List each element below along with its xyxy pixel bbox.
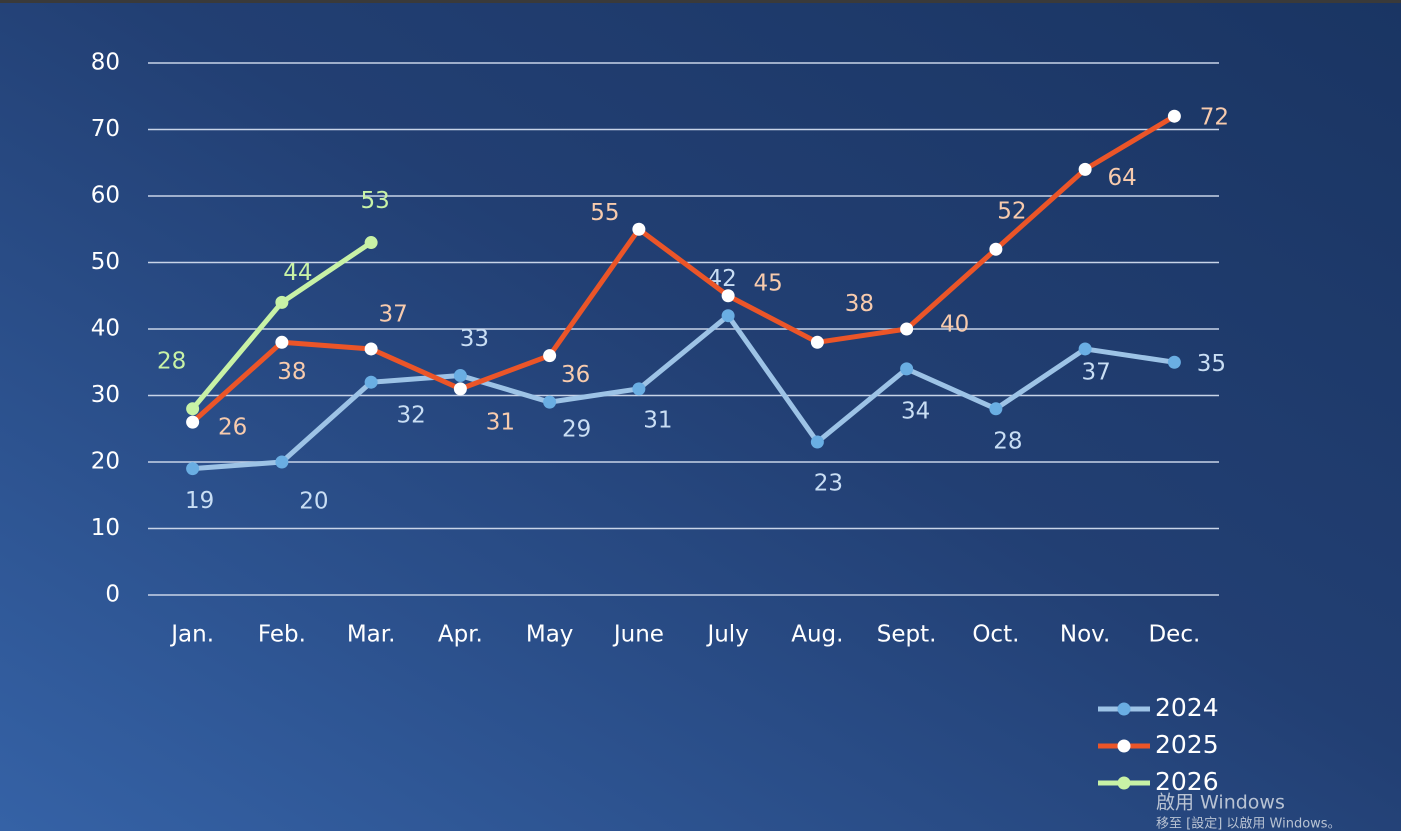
data-point (810, 435, 824, 449)
data-point (900, 362, 914, 376)
watermark-title: 啟用 Windows (1156, 792, 1285, 814)
data-point (275, 335, 289, 349)
data-label: 38 (845, 291, 874, 317)
x-tick-label: Oct. (972, 622, 1019, 648)
data-point (989, 402, 1003, 416)
data-label: 37 (378, 301, 407, 327)
x-tick-label: Aug. (791, 622, 843, 648)
x-tick-label: Jan. (169, 622, 214, 648)
data-label: 64 (1107, 165, 1136, 191)
legend-marker (1117, 702, 1131, 716)
data-point (1167, 109, 1181, 123)
data-label: 72 (1200, 105, 1229, 131)
data-label: 29 (562, 417, 591, 443)
y-tick-label: 20 (91, 449, 120, 475)
data-label: 20 (299, 489, 328, 515)
y-tick-label: 10 (91, 515, 120, 541)
data-point (275, 295, 289, 309)
data-label: 28 (157, 348, 186, 374)
data-point (900, 322, 914, 336)
data-point (543, 395, 557, 409)
legend-marker (1117, 776, 1131, 790)
data-point (721, 309, 735, 323)
data-label: 19 (185, 488, 214, 514)
legend-label: 2025 (1155, 730, 1219, 759)
y-tick-label: 40 (91, 316, 120, 342)
data-label: 36 (561, 362, 590, 388)
watermark-subtitle: 移至 [設定] 以啟用 Windows。 (1156, 816, 1341, 831)
data-label: 45 (753, 270, 782, 296)
legend-label: 2026 (1155, 767, 1219, 796)
y-tick-label: 30 (91, 382, 120, 408)
data-label: 32 (396, 403, 425, 429)
data-label: 26 (218, 415, 247, 441)
x-tick-label: June (612, 622, 664, 648)
data-label: 38 (277, 359, 306, 385)
data-point (186, 462, 200, 476)
data-label: 52 (997, 199, 1026, 225)
data-label: 37 (1081, 359, 1110, 385)
data-point (989, 242, 1003, 256)
data-point (810, 335, 824, 349)
data-label: 23 (814, 471, 843, 497)
data-label: 31 (486, 409, 515, 435)
data-label: 53 (360, 188, 389, 214)
data-point (721, 289, 735, 303)
legend-label: 2024 (1155, 693, 1219, 722)
y-tick-label: 80 (91, 50, 120, 76)
data-point (1078, 162, 1092, 176)
y-tick-label: 50 (91, 249, 120, 275)
data-label: 55 (590, 200, 619, 226)
data-point (453, 382, 467, 396)
data-point (186, 415, 200, 429)
data-point (453, 369, 467, 383)
data-label: 34 (901, 398, 930, 424)
x-tick-label: Nov. (1060, 622, 1110, 648)
data-label: 42 (707, 266, 736, 292)
series-line (192, 313, 1175, 472)
legend-marker (1117, 739, 1131, 753)
x-tick-label: Sept. (877, 622, 937, 648)
x-tick-label: Apr. (438, 622, 483, 648)
data-point (1167, 355, 1181, 369)
y-tick-label: 70 (91, 116, 120, 142)
data-point (632, 222, 646, 236)
data-label: 28 (993, 428, 1022, 454)
data-point (1078, 342, 1092, 356)
data-point (275, 455, 289, 469)
series-line (190, 114, 1176, 424)
data-label: 44 (283, 260, 312, 286)
top-border (0, 0, 1401, 3)
x-tick-label: Feb. (258, 622, 306, 648)
data-point (186, 402, 200, 416)
data-label: 31 (643, 407, 672, 433)
data-point (364, 375, 378, 389)
x-tick-label: Mar. (347, 622, 396, 648)
data-point (632, 382, 646, 396)
x-tick-label: May (526, 622, 574, 648)
x-tick-label: Dec. (1148, 622, 1200, 648)
y-tick-label: 0 (105, 582, 120, 608)
data-point (364, 342, 378, 356)
data-label: 33 (460, 326, 489, 352)
data-point (543, 349, 557, 363)
data-point (364, 236, 378, 250)
data-label: 35 (1197, 351, 1226, 377)
x-tick-label: July (705, 622, 748, 648)
data-label: 40 (940, 312, 969, 338)
y-tick-label: 60 (91, 183, 120, 209)
